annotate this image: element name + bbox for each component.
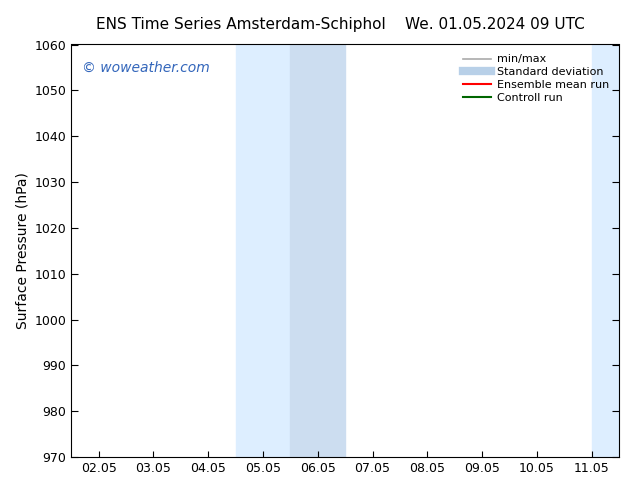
- Legend: min/max, Standard deviation, Ensemble mean run, Controll run: min/max, Standard deviation, Ensemble me…: [459, 50, 614, 107]
- Bar: [290, 45, 345, 457]
- Bar: [592, 45, 634, 457]
- Title: ENS Time Series Amsterdam-Schiphol      We. 01.05.2024 09 UTC: ENS Time Series Amsterdam-Schiphol We. 0…: [0, 489, 1, 490]
- Text: ENS Time Series Amsterdam-Schiphol: ENS Time Series Amsterdam-Schiphol: [96, 17, 386, 32]
- Text: © woweather.com: © woweather.com: [82, 61, 210, 75]
- Y-axis label: Surface Pressure (hPa): Surface Pressure (hPa): [15, 172, 29, 329]
- Bar: [236, 45, 290, 457]
- Text: We. 01.05.2024 09 UTC: We. 01.05.2024 09 UTC: [404, 17, 585, 32]
